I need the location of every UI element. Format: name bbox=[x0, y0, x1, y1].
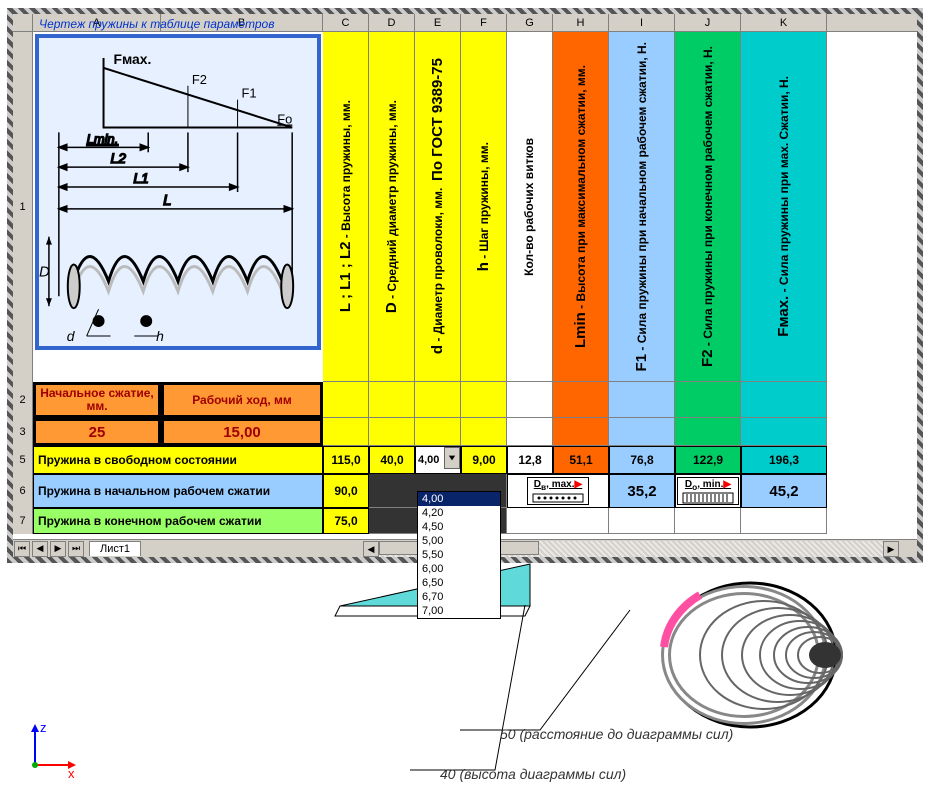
cell-F5[interactable]: 9,00 bbox=[461, 446, 507, 474]
svg-text:Lmin.: Lmin. bbox=[87, 131, 119, 146]
svg-text:L: L bbox=[163, 193, 171, 209]
colhdr-G[interactable]: G bbox=[507, 14, 553, 31]
dropdown-option[interactable]: 5,00 bbox=[418, 534, 500, 548]
cell-I6[interactable]: 35,2 bbox=[609, 474, 675, 508]
cell-G5[interactable]: 12,8 bbox=[507, 446, 553, 474]
cell-AB7[interactable]: Пружина в конечном рабочем сжатии bbox=[33, 508, 323, 534]
callout-1: 50 (расстояние до диаграммы сил) bbox=[500, 726, 733, 742]
callout-2: 40 (высота диаграммы сил) bbox=[440, 766, 626, 782]
colhdr-C[interactable]: C bbox=[323, 14, 369, 31]
cell-B3[interactable]: 15,00 bbox=[161, 418, 323, 446]
svg-text:D: D bbox=[39, 264, 50, 280]
hdr-H: Lmin - Высота при максимальном сжатии, м… bbox=[572, 59, 589, 354]
cell-K6[interactable]: 45,2 bbox=[741, 474, 827, 508]
dropdown-option[interactable]: 6,70 bbox=[418, 590, 500, 604]
rowhdr-7[interactable]: 7 bbox=[13, 508, 33, 534]
rowhdr-3[interactable]: 3 bbox=[13, 418, 33, 446]
hdr-G: Кол-во рабочих витков bbox=[523, 132, 537, 282]
row-3: 3 25 15,00 bbox=[13, 418, 917, 446]
nav-next[interactable]: ▶ bbox=[50, 541, 66, 557]
svg-text:x: x bbox=[68, 766, 75, 780]
cell-I5[interactable]: 76,8 bbox=[609, 446, 675, 474]
hdr-F: h - Шаг пружины, мм. bbox=[475, 136, 492, 277]
cell-E5[interactable]: 4,00 bbox=[415, 446, 461, 474]
dropdown-list[interactable]: 4,00 4,20 4,50 5,00 5,50 6,00 6,50 6,70 … bbox=[417, 491, 501, 619]
colhdr-J[interactable]: J bbox=[675, 14, 741, 31]
scroll-right-button[interactable]: ▶ bbox=[883, 541, 899, 557]
spring-diagram-svg: Fмах. F2 F1 Fo Lmin. L2 L1 L bbox=[39, 38, 317, 346]
hdr-E: d - Диаметр проволоки, мм. По ГОСТ 9389-… bbox=[429, 52, 446, 360]
sheet-tab[interactable]: Лист1 bbox=[89, 541, 141, 556]
scroll-left-button[interactable]: ◀ bbox=[363, 541, 379, 557]
nav-last[interactable]: ⏭ bbox=[68, 541, 84, 557]
spreadsheet-frame: Чертеж пружины к таблице параметров Fмах… bbox=[7, 8, 923, 563]
colhdr-D[interactable]: D bbox=[369, 14, 415, 31]
spring-diagram: Fмах. F2 F1 Fo Lmin. L2 L1 L bbox=[35, 34, 321, 350]
cell-J5[interactable]: 122,9 bbox=[675, 446, 741, 474]
cell-K5[interactable]: 196,3 bbox=[741, 446, 827, 474]
hdr-I: F1 - Сила пружины при начальном рабочем … bbox=[633, 36, 650, 377]
colhdr-K[interactable]: K bbox=[741, 14, 827, 31]
dropdown-option[interactable]: 6,50 bbox=[418, 576, 500, 590]
cell-A3[interactable]: 25 bbox=[33, 418, 161, 446]
rowhdr-1[interactable]: 1 bbox=[13, 32, 33, 382]
do-min-icon: Do, min.▶ bbox=[677, 477, 739, 505]
row-2: 2 Начальное сжатие, мм. Рабочий ход, мм bbox=[13, 382, 917, 418]
nav-prev[interactable]: ◀ bbox=[32, 541, 48, 557]
db-max-icon: Dв, max.▶ bbox=[527, 477, 589, 505]
svg-text:h: h bbox=[156, 328, 164, 344]
cell-B2[interactable]: Рабочий ход, мм bbox=[161, 382, 323, 418]
cell-A2[interactable]: Начальное сжатие, мм. bbox=[33, 382, 161, 418]
diagram-title: Чертеж пружины к таблице параметров bbox=[35, 16, 321, 32]
cell-J6[interactable]: Do, min.▶ bbox=[675, 474, 741, 508]
corner-cell[interactable] bbox=[13, 14, 33, 31]
dropdown-option[interactable]: 5,50 bbox=[418, 548, 500, 562]
svg-text:z: z bbox=[40, 720, 47, 735]
row-5: 5 Пружина в свободном состоянии 115,0 40… bbox=[13, 446, 917, 474]
dropdown-option[interactable]: 7,00 bbox=[418, 604, 500, 618]
colhdr-H[interactable]: H bbox=[553, 14, 609, 31]
hdr-J: F2 - Сила пружины при конечном рабочем с… bbox=[699, 40, 716, 373]
dropdown-button[interactable] bbox=[444, 447, 460, 469]
colhdr-F[interactable]: F bbox=[461, 14, 507, 31]
svg-text:Fмах.: Fмах. bbox=[113, 51, 151, 67]
svg-text:L1: L1 bbox=[133, 170, 148, 186]
svg-text:F2: F2 bbox=[192, 72, 207, 87]
hdr-C: L ; L1 ; L2 - Высота пружины, мм. bbox=[337, 94, 354, 318]
dropdown-option[interactable]: 4,00 bbox=[418, 492, 500, 506]
rowhdr-2[interactable]: 2 bbox=[13, 382, 33, 418]
svg-text:Fo: Fo bbox=[277, 111, 292, 126]
colhdr-E[interactable]: E bbox=[415, 14, 461, 31]
hdr-K: Fмах. - Сила пружины при мах. Сжатии, Н. bbox=[775, 70, 792, 343]
dropdown-option[interactable]: 4,20 bbox=[418, 506, 500, 520]
axes-gizmo: z x bbox=[20, 720, 80, 780]
cell-C5[interactable]: 115,0 bbox=[323, 446, 369, 474]
dropdown-option[interactable]: 4,50 bbox=[418, 520, 500, 534]
nav-first[interactable]: ⏮ bbox=[14, 541, 30, 557]
svg-text:d: d bbox=[67, 328, 76, 344]
cell-D5[interactable]: 40,0 bbox=[369, 446, 415, 474]
cell-C6[interactable]: 90,0 bbox=[323, 474, 369, 508]
cell-AB5[interactable]: Пружина в свободном состоянии bbox=[33, 446, 323, 474]
svg-text:F1: F1 bbox=[242, 86, 257, 101]
cell-C7[interactable]: 75,0 bbox=[323, 508, 369, 534]
colhdr-I[interactable]: I bbox=[609, 14, 675, 31]
cell-E5-value: 4,00 bbox=[418, 454, 439, 466]
rowhdr-5[interactable]: 5 bbox=[13, 446, 33, 474]
cell-GH6[interactable]: Dв, max.▶ bbox=[507, 474, 609, 508]
cell-H5[interactable]: 51,1 bbox=[553, 446, 609, 474]
rowhdr-6[interactable]: 6 bbox=[13, 474, 33, 508]
chevron-down-icon bbox=[448, 454, 456, 462]
dropdown-option[interactable]: 6,00 bbox=[418, 562, 500, 576]
svg-text:L2: L2 bbox=[110, 150, 126, 166]
hdr-D: D - Средний диаметр пружины, мм. bbox=[383, 94, 400, 319]
cell-AB6[interactable]: Пружина в начальном рабочем сжатии bbox=[33, 474, 323, 508]
